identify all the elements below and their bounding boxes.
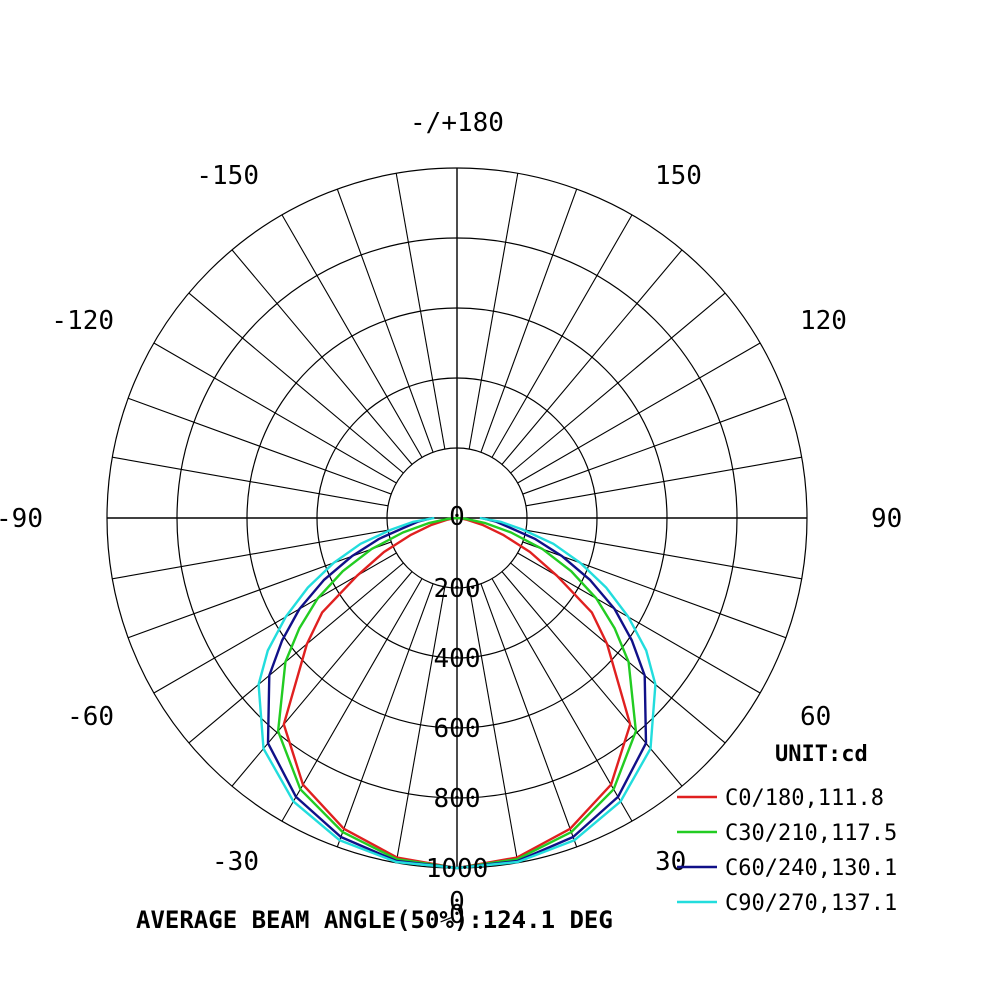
grid-spoke bbox=[231, 571, 413, 787]
legend-label: C0/180,111.8 bbox=[725, 786, 884, 811]
legend: UNIT:cd C0/180,111.8 C30/210,117.5 C60/240… bbox=[677, 742, 897, 916]
grid-spoke bbox=[112, 456, 389, 507]
grid-spoke bbox=[127, 397, 392, 495]
radial-tick-label: 0 bbox=[449, 502, 465, 532]
polar-grid bbox=[106, 167, 808, 869]
grid-spoke bbox=[522, 541, 787, 639]
grid-spoke bbox=[231, 249, 413, 465]
radial-tick-label: 400 bbox=[434, 644, 481, 674]
grid-spoke bbox=[188, 562, 404, 744]
angle-label: -60 bbox=[67, 702, 114, 732]
angle-label: 120 bbox=[800, 306, 847, 336]
angle-label: 90 bbox=[871, 504, 902, 534]
grid-spoke bbox=[480, 188, 578, 453]
grid-spoke bbox=[395, 173, 446, 450]
angle-label: -120 bbox=[51, 306, 114, 336]
angle-label: 150 bbox=[655, 161, 702, 191]
grid-spoke bbox=[336, 583, 434, 848]
legend-label: C30/210,117.5 bbox=[725, 821, 897, 846]
footer-text: AVERAGE BEAM ANGLE(50%):124.1 DEG bbox=[136, 906, 613, 934]
angle-label: -150 bbox=[196, 161, 259, 191]
grid-spoke bbox=[480, 583, 578, 848]
legend-label: C90/270,137.1 bbox=[725, 891, 897, 916]
grid-spoke bbox=[525, 456, 802, 507]
radial-tick-label: 200 bbox=[434, 574, 481, 604]
grid-spoke bbox=[336, 188, 434, 453]
radial-tick-label: 600 bbox=[434, 714, 481, 744]
angle-label: 0 bbox=[449, 900, 465, 930]
series-layer bbox=[257, 516, 657, 870]
angle-label: -/+180 bbox=[410, 108, 504, 138]
grid-spoke bbox=[501, 571, 683, 787]
grid-spoke bbox=[491, 214, 633, 458]
grid-spoke bbox=[153, 342, 397, 484]
radial-tick-label: 1000 bbox=[426, 854, 489, 884]
grid-spoke bbox=[468, 586, 519, 863]
angle-label: -30 bbox=[212, 847, 259, 877]
grid-spoke bbox=[510, 562, 726, 744]
radial-tick-label: 800 bbox=[434, 784, 481, 814]
series-line bbox=[257, 516, 657, 870]
grid-spoke bbox=[188, 292, 404, 474]
grid-spoke bbox=[127, 541, 392, 639]
grid-spoke bbox=[112, 529, 389, 580]
grid-spoke bbox=[522, 397, 787, 495]
angle-label: 30 bbox=[655, 847, 686, 877]
grid-spoke bbox=[468, 173, 519, 450]
angle-label-bottom: 0 bbox=[449, 887, 465, 917]
grid-spoke bbox=[281, 214, 423, 458]
grid-spoke bbox=[491, 578, 633, 822]
angle-label: 60 bbox=[800, 702, 831, 732]
grid-spoke bbox=[525, 529, 802, 580]
grid-spoke bbox=[517, 342, 761, 484]
legend-title: UNIT:cd bbox=[775, 742, 868, 767]
grid-spoke bbox=[510, 292, 726, 474]
grid-spoke bbox=[281, 578, 423, 822]
angle-labels: 0 30 -30 60 -60 90 -90 120 -120 150 -150 -/+180 bbox=[0, 108, 902, 930]
legend-label: C60/240,130.1 bbox=[725, 856, 897, 881]
grid-spoke bbox=[395, 586, 446, 863]
angle-label: -90 bbox=[0, 504, 43, 534]
grid-spoke bbox=[501, 249, 683, 465]
